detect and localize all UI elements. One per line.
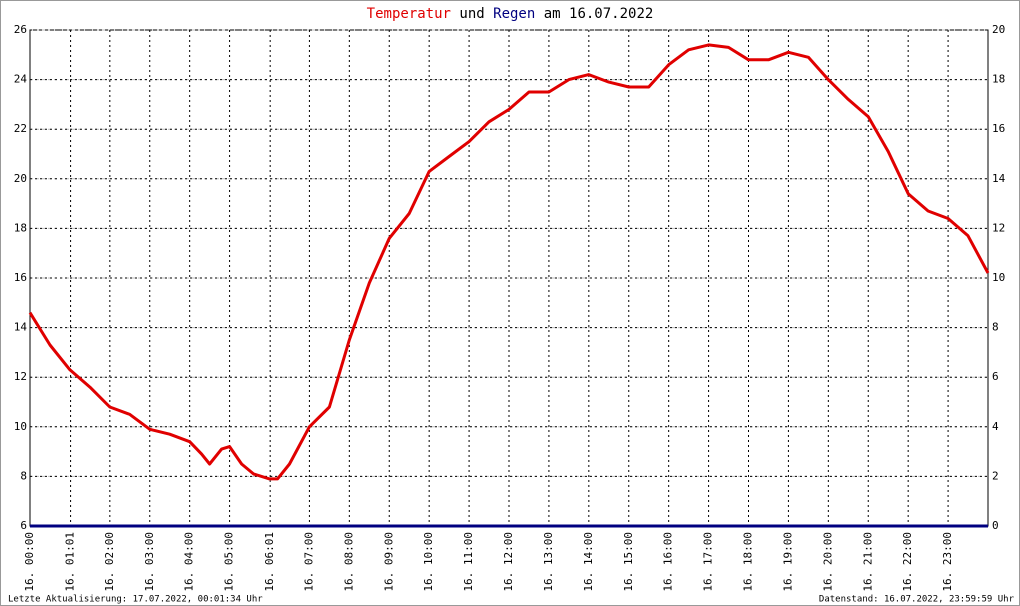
y2-tick-label: 20 [992,23,1005,36]
x-tick-label: 16. 07:00 [302,532,315,592]
x-tick-label: 16. 17:00 [702,532,715,592]
footer-right: Datenstand: 16.07.2022, 23:59:59 Uhr [819,595,1015,605]
chart-title: Temperatur und Regen am 16.07.2022 [367,6,654,22]
x-tick-label: 16. 23:00 [941,532,954,592]
y2-tick-label: 16 [992,122,1005,135]
y-tick-label: 24 [14,73,28,86]
y2-tick-label: 6 [992,370,999,383]
x-tick-label: 16. 06:01 [263,532,276,592]
y-tick-label: 18 [14,221,27,234]
x-tick-label: 16. 10:00 [422,532,435,592]
y2-tick-label: 8 [992,321,999,334]
y-tick-label: 16 [14,271,27,284]
x-tick-label: 16. 18:00 [742,532,755,592]
x-tick-label: 16. 08:00 [342,532,355,592]
x-tick-label: 16. 09:00 [382,532,395,592]
x-tick-label: 16. 03:00 [143,532,156,592]
y-tick-label: 20 [14,172,27,185]
y-tick-label: 8 [20,469,27,482]
series-line [28,43,990,481]
x-tick-label: 16. 11:00 [462,532,475,592]
y-tick-label: 10 [14,420,27,433]
y2-tick-label: 4 [992,420,999,433]
y2-tick-label: 0 [992,519,999,532]
y2-tick-label: 2 [992,469,999,482]
x-tick-label: 16. 12:00 [502,532,515,592]
title-part: am 16.07.2022 [544,6,654,22]
y2-tick-label: 14 [992,172,1006,185]
x-tick-label: 16. 22:00 [901,532,914,592]
x-tick-label: 16. 21:00 [861,532,874,592]
x-tick-label: 16. 02:00 [103,532,116,592]
x-tick-label: 16. 05:00 [223,532,236,592]
x-tick-label: 16. 04:00 [183,532,196,592]
x-tick-label: 16. 20:00 [821,532,834,592]
title-part: und [459,6,484,22]
y-tick-label: 6 [20,519,27,532]
x-tick-label: 16. 15:00 [622,532,635,592]
y2-tick-label: 18 [992,73,1005,86]
title-part: Temperatur [367,6,451,22]
footer-left: Letzte Aktualisierung: 17.07.2022, 00:01… [8,595,263,605]
y-tick-label: 14 [14,321,28,334]
y-tick-label: 22 [14,122,27,135]
y-tick-label: 26 [14,23,27,36]
x-tick-label: 16. 00:00 [23,532,36,592]
y2-tick-label: 12 [992,221,1005,234]
x-tick-label: 16. 01:01 [64,532,77,592]
x-tick-label: 16. 16:00 [662,532,675,592]
y-tick-label: 12 [14,370,27,383]
title-part: Regen [493,6,535,22]
x-tick-label: 16. 13:00 [542,532,555,592]
y2-tick-label: 10 [992,271,1005,284]
x-tick-label: 16. 14:00 [582,532,595,592]
x-tick-label: 16. 19:00 [781,532,794,592]
